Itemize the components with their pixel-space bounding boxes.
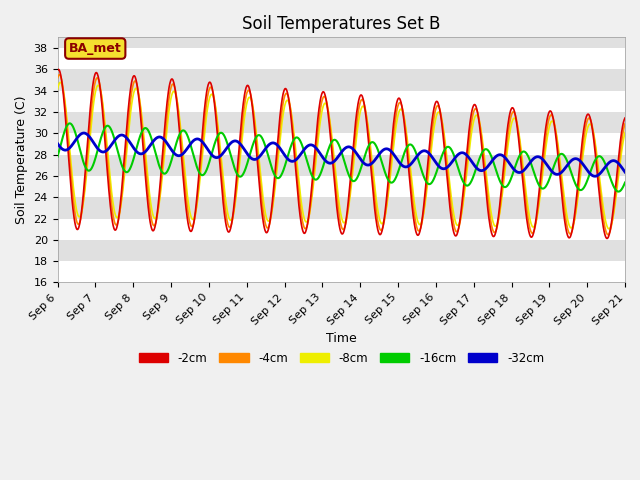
Bar xyxy=(58,48,625,69)
Bar xyxy=(58,112,625,133)
Bar xyxy=(58,197,625,218)
Bar xyxy=(58,37,625,48)
Y-axis label: Soil Temperature (C): Soil Temperature (C) xyxy=(15,96,28,224)
Bar xyxy=(58,91,625,112)
X-axis label: Time: Time xyxy=(326,332,356,345)
Bar xyxy=(58,155,625,176)
Bar xyxy=(58,218,625,240)
Bar xyxy=(58,133,625,155)
Bar xyxy=(58,261,625,282)
Bar xyxy=(58,176,625,197)
Title: Soil Temperatures Set B: Soil Temperatures Set B xyxy=(242,15,440,33)
Text: BA_met: BA_met xyxy=(69,42,122,55)
Bar xyxy=(58,240,625,261)
Legend: -2cm, -4cm, -8cm, -16cm, -32cm: -2cm, -4cm, -8cm, -16cm, -32cm xyxy=(134,347,548,370)
Bar xyxy=(58,69,625,91)
